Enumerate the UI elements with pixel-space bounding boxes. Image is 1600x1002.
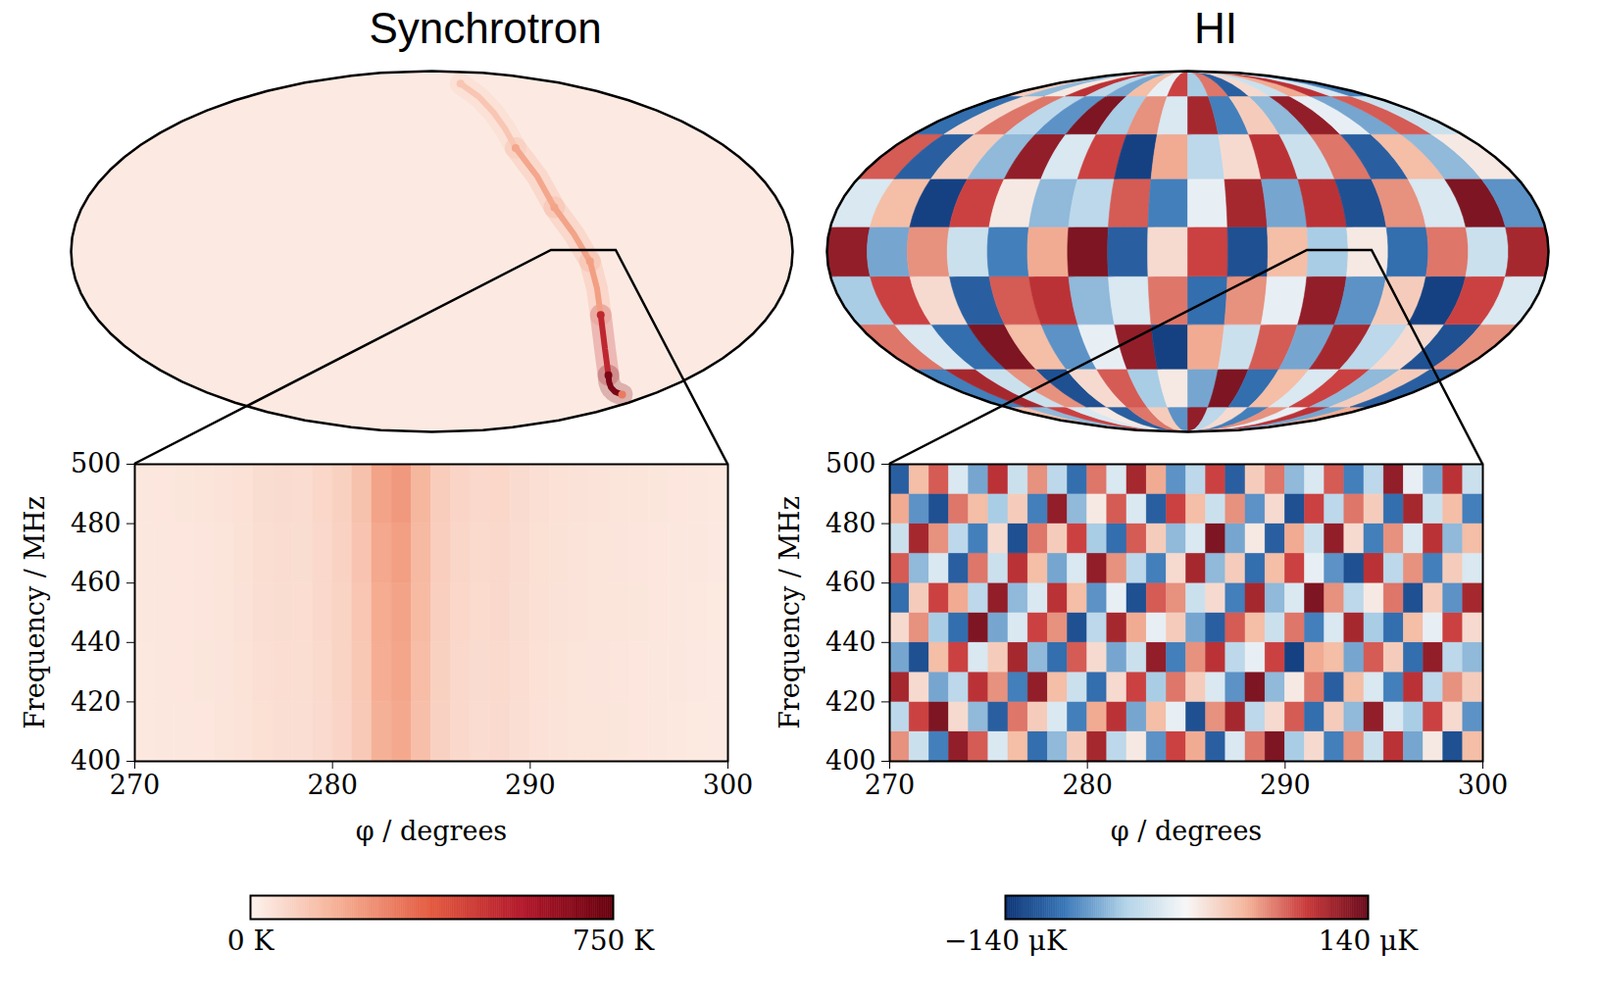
svg-text:500: 500 bbox=[70, 448, 122, 479]
svg-text:290: 290 bbox=[1259, 769, 1311, 800]
html-text:Synchrotron: Synchrotron bbox=[369, 3, 602, 52]
svg-text:460: 460 bbox=[825, 566, 877, 598]
svg-text:280: 280 bbox=[306, 769, 358, 800]
html-text:HI: HI bbox=[1194, 3, 1238, 52]
svg-text:440: 440 bbox=[825, 626, 877, 657]
svg-text:140 μK: 140 μK bbox=[1318, 924, 1420, 957]
svg-text:420: 420 bbox=[70, 686, 122, 717]
svg-text:500: 500 bbox=[825, 448, 877, 479]
svg-text:440: 440 bbox=[70, 626, 122, 657]
svg-text:Frequency / MHz: Frequency / MHz bbox=[774, 496, 805, 730]
svg-text:270: 270 bbox=[109, 769, 161, 800]
svg-text:480: 480 bbox=[825, 507, 877, 539]
svg-text:300: 300 bbox=[1457, 769, 1507, 800]
svg-text:Frequency / MHz: Frequency / MHz bbox=[19, 496, 50, 730]
svg-text:φ / degrees: φ / degrees bbox=[1110, 815, 1262, 847]
svg-text:480: 480 bbox=[70, 507, 122, 539]
svg-text:460: 460 bbox=[70, 566, 122, 598]
svg-text:270: 270 bbox=[864, 769, 915, 800]
svg-text:300: 300 bbox=[702, 769, 752, 800]
svg-text:290: 290 bbox=[504, 769, 556, 800]
svg-text:280: 280 bbox=[1061, 769, 1113, 800]
svg-text:400: 400 bbox=[70, 745, 122, 776]
svg-text:750 K: 750 K bbox=[572, 924, 655, 957]
svg-text:400: 400 bbox=[825, 745, 877, 776]
svg-text:−140 μK: −140 μK bbox=[944, 924, 1068, 957]
svg-text:420: 420 bbox=[825, 686, 877, 717]
svg-text:φ / degrees: φ / degrees bbox=[355, 815, 507, 847]
svg-text:0 K: 0 K bbox=[227, 924, 276, 957]
